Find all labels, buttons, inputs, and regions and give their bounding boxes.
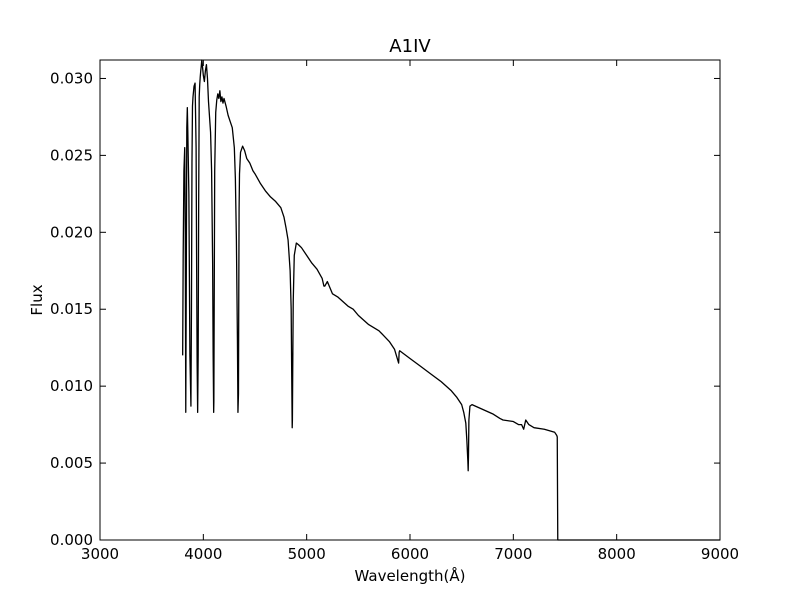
y-tick-label: 0.005 xyxy=(50,454,93,472)
x-tick-label: 7000 xyxy=(494,545,532,563)
y-tick-label: 0.030 xyxy=(50,69,93,87)
y-tick-label: 0.000 xyxy=(50,531,93,549)
x-tick-label: 8000 xyxy=(598,545,636,563)
x-tick-label: 4000 xyxy=(184,545,222,563)
x-tick-label: 6000 xyxy=(391,545,429,563)
y-tick-label: 0.015 xyxy=(50,300,93,318)
y-tick-label: 0.010 xyxy=(50,377,93,395)
x-tick-label: 9000 xyxy=(701,545,739,563)
spectrum-series-line xyxy=(182,59,720,541)
axis-ticks: 3000 4000 5000 6000 7000 8000 9000 0.000 0.005 0.… xyxy=(50,60,739,563)
y-tick-label: 0.025 xyxy=(50,146,93,164)
plot-frame xyxy=(99,59,721,541)
y-tick-label: 0.020 xyxy=(50,223,93,241)
chart-title: A1IV xyxy=(389,36,431,57)
x-axis-label: Wavelength(Å) xyxy=(355,566,466,585)
x-tick-label: 5000 xyxy=(288,545,326,563)
y-axis-label: Flux xyxy=(28,284,46,315)
x-tick-label: 3000 xyxy=(81,545,119,563)
